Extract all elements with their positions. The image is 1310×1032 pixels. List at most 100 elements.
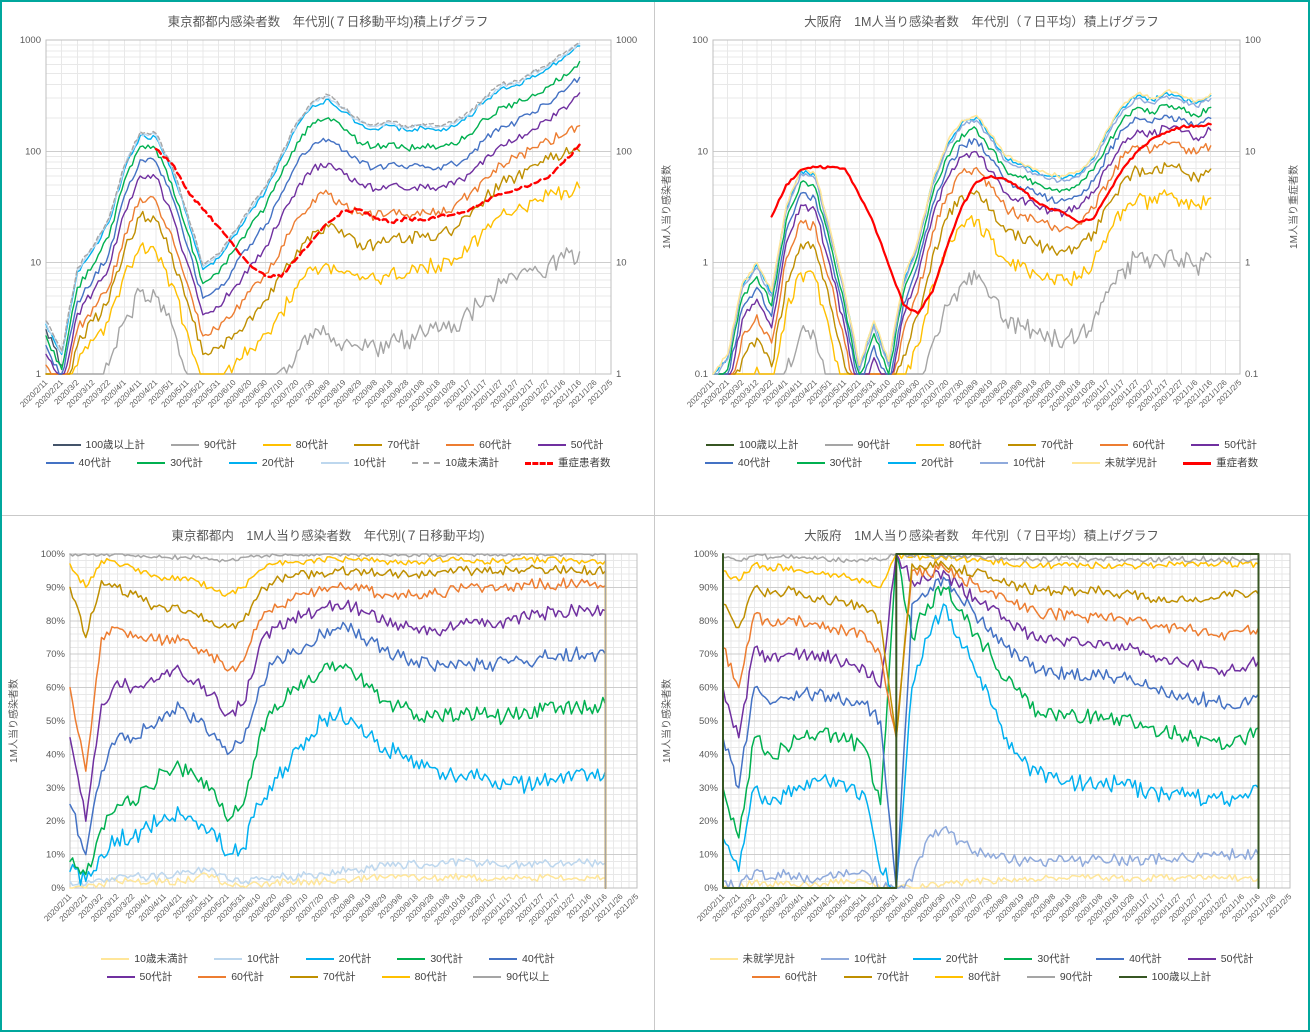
svg-text:0.1: 0.1 — [1245, 369, 1258, 380]
svg-text:10%: 10% — [45, 850, 65, 861]
svg-text:10: 10 — [697, 146, 708, 157]
legend-item-20代計[interactable]: 20代計 — [228, 454, 295, 472]
legend-item-50代計[interactable]: 50代計 — [1187, 950, 1253, 968]
legend-item-40代計[interactable]: 40代計 — [704, 454, 771, 472]
legend-item-60代計[interactable]: 60代計 — [198, 968, 264, 986]
legend-item-70代計[interactable]: 70代計 — [1007, 436, 1074, 454]
svg-text:10: 10 — [616, 258, 627, 269]
svg-text:0%: 0% — [704, 883, 718, 894]
legend-item-50代計[interactable]: 50代計 — [106, 968, 172, 986]
legend-swatch-line-icon — [397, 958, 426, 960]
legend-item-10代計[interactable]: 10代計 — [821, 950, 887, 968]
legend-item-90代以上[interactable]: 90代以上 — [473, 968, 549, 986]
legend-row: 60代計 70代計 80代計 90代計 100歳以上計 — [655, 968, 1308, 986]
legend-swatch-line-icon — [137, 462, 166, 464]
legend-label: 50代計 — [570, 439, 604, 451]
legend-swatch-line-icon — [101, 958, 130, 960]
legend-item-90代計[interactable]: 90代計 — [171, 436, 237, 454]
legend-item-60代計[interactable]: 60代計 — [446, 436, 512, 454]
legend-row: 50代計 60代計 70代計 80代計 90代以上 — [2, 968, 654, 986]
legend-label: 重症者数 — [1216, 457, 1259, 469]
chart-title-tokyo-share-percent: 東京都都内 1M人当り感染者数 年代別(７日移動平均) — [171, 529, 485, 543]
legend-item-10歳未満計[interactable]: 10歳未満計 — [101, 950, 188, 968]
legend-label: 70代計 — [322, 971, 356, 983]
legend-item-40代計[interactable]: 40代計 — [45, 454, 111, 472]
legend-item-10代計[interactable]: 10代計 — [213, 950, 280, 968]
svg-text:60%: 60% — [699, 683, 719, 694]
legend-label: 30代計 — [829, 457, 863, 469]
legend-item-80代計[interactable]: 80代計 — [935, 968, 1001, 986]
svg-text:30%: 30% — [699, 783, 719, 794]
legend-item-30代計[interactable]: 30代計 — [1004, 950, 1070, 968]
legend-item-30代計[interactable]: 30代計 — [796, 454, 863, 472]
legend-label: 50代計 — [1224, 439, 1257, 451]
legend-item-40代計[interactable]: 40代計 — [1096, 950, 1162, 968]
legend-item-70代計[interactable]: 70代計 — [843, 968, 910, 986]
legend-swatch-line-icon — [1004, 958, 1033, 960]
legend-label: 30代計 — [170, 457, 203, 469]
legend-item-80代計[interactable]: 80代計 — [381, 968, 447, 986]
svg-text:100: 100 — [25, 146, 41, 157]
legend-item-70代計[interactable]: 70代計 — [289, 968, 356, 986]
legend-swatch-line-icon — [1007, 444, 1036, 446]
legend-swatch-line-icon — [704, 462, 733, 464]
legend-item-60代計[interactable]: 60代計 — [1099, 436, 1165, 454]
legend-swatch-line-icon — [912, 958, 941, 960]
legend-swatch-line-icon — [213, 958, 242, 960]
legend-label: 20代計 — [921, 457, 954, 469]
legend-label: 60代計 — [784, 971, 818, 983]
legend-label: 70代計 — [876, 971, 910, 983]
legend-item-100歳以上計[interactable]: 100歳以上計 — [52, 436, 145, 454]
legend-item-10代計[interactable]: 10代計 — [979, 454, 1046, 472]
legend-item-100歳以上計[interactable]: 100歳以上計 — [706, 436, 799, 454]
legend-swatch-line-icon — [1191, 444, 1220, 446]
legend-item-未就学児計[interactable]: 未就学児計 — [709, 950, 795, 968]
legend-swatch-line-icon — [1026, 976, 1055, 978]
legend-label: 40代計 — [737, 457, 771, 469]
legend-swatch-line-icon — [1071, 462, 1100, 464]
legend-item-60代計[interactable]: 60代計 — [751, 968, 818, 986]
svg-text:1M人当り感染者数: 1M人当り感染者数 — [660, 679, 673, 763]
legend-item-20代計[interactable]: 20代計 — [888, 454, 954, 472]
legend-item-50代計[interactable]: 50代計 — [1191, 436, 1257, 454]
legend-swatch-line-icon — [171, 444, 200, 446]
legend-label: 30代計 — [430, 953, 464, 965]
legend-swatch-line-icon — [412, 462, 441, 464]
svg-text:1: 1 — [703, 258, 708, 269]
legend-label: 30代計 — [1037, 953, 1071, 965]
legend-item-100歳以上計[interactable]: 100歳以上計 — [1118, 968, 1211, 986]
legend-item-重症者数[interactable]: 重症者数 — [1183, 454, 1258, 472]
legend-item-90代計[interactable]: 90代計 — [1026, 968, 1093, 986]
legend-label: 90代計 — [204, 439, 237, 451]
svg-text:30%: 30% — [45, 783, 65, 794]
svg-text:1M人当り感染者数: 1M人当り感染者数 — [660, 165, 673, 249]
legend-item-50代計[interactable]: 50代計 — [537, 436, 604, 454]
legend-label: 10代計 — [1012, 457, 1046, 469]
svg-text:10: 10 — [1245, 146, 1256, 157]
legend-item-40代計[interactable]: 40代計 — [489, 950, 555, 968]
legend-label: 10代計 — [854, 953, 887, 965]
legend-swatch-line-icon — [320, 462, 349, 464]
legend-swatch-line-icon — [354, 444, 383, 446]
chart-canvas-osaka-share-percent[interactable]: 100%90%80%70%60%50%40%30%20%10%0%2020/2/… — [657, 546, 1306, 950]
legend-tokyo-stacked-log: 100歳以上計 90代計 80代計 70代計 60代計 50代計 40代計 30代計 20代計 1… — [2, 436, 654, 472]
chart-canvas-tokyo-share-percent[interactable]: 100%90%80%70%60%50%40%30%20%10%0%2020/2/… — [4, 546, 653, 950]
legend-item-未就学児計[interactable]: 未就学児計 — [1071, 454, 1157, 472]
svg-text:1M人当り重症者数: 1M人当り重症者数 — [1287, 165, 1300, 249]
legend-item-10代計[interactable]: 10代計 — [320, 454, 386, 472]
legend-item-70代計[interactable]: 70代計 — [354, 436, 420, 454]
legend-swatch-line-icon — [52, 444, 81, 446]
legend-row: 40代計 30代計 20代計 10代計 10歳未満計 重症患者数 — [2, 454, 654, 472]
legend-item-重症患者数[interactable]: 重症患者数 — [524, 454, 610, 472]
legend-item-20代計[interactable]: 20代計 — [912, 950, 978, 968]
legend-item-80代計[interactable]: 80代計 — [262, 436, 328, 454]
svg-text:50%: 50% — [699, 716, 719, 727]
legend-item-30代計[interactable]: 30代計 — [137, 454, 203, 472]
legend-item-10歳未満計[interactable]: 10歳未満計 — [412, 454, 499, 472]
legend-item-80代計[interactable]: 80代計 — [916, 436, 982, 454]
legend-item-20代計[interactable]: 20代計 — [305, 950, 371, 968]
legend-item-30代計[interactable]: 30代計 — [397, 950, 463, 968]
legend-item-90代計[interactable]: 90代計 — [824, 436, 890, 454]
